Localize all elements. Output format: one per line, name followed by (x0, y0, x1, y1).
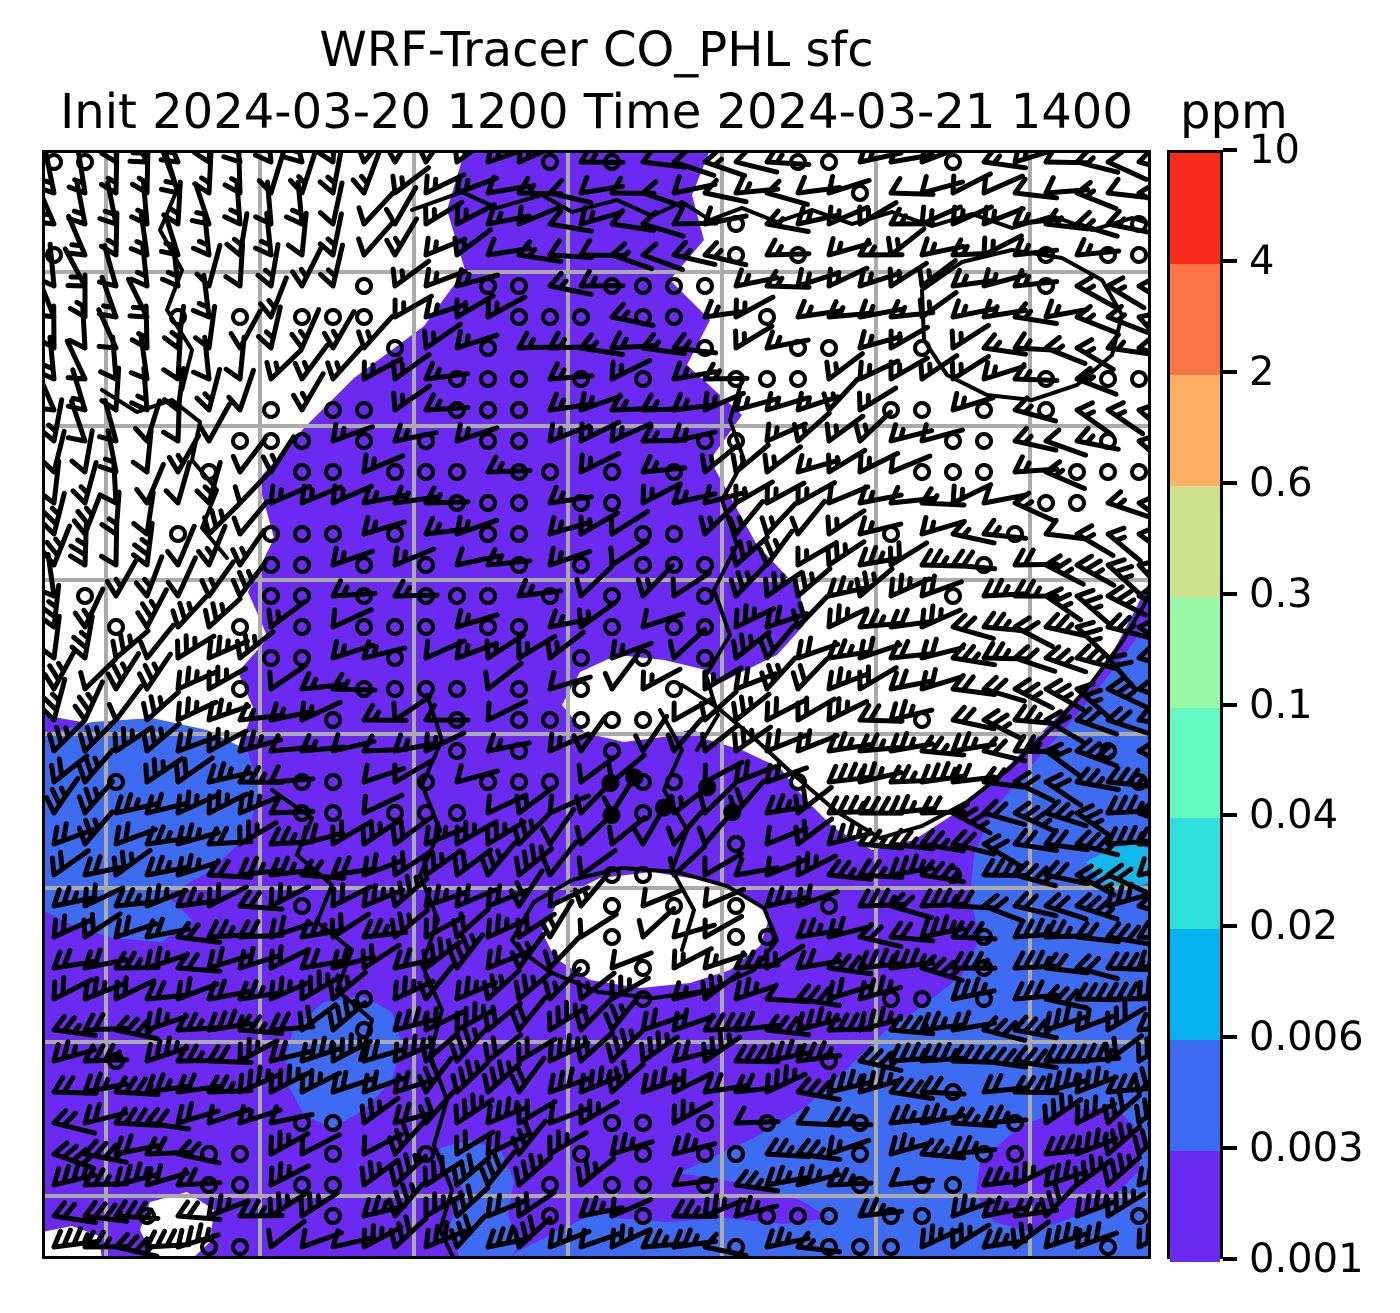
colorbar-segment-1 (1170, 263, 1220, 376)
chart-subtitle: Init 2024-03-20 1200 Time 2024-03-21 140… (60, 84, 1133, 140)
colorbar-tick-mark (1223, 369, 1237, 374)
colorbar-tick-mark (1223, 148, 1237, 152)
colorbar-tick-mark (1223, 591, 1237, 596)
colorbar-tick-mark (1223, 813, 1237, 818)
colorbar-tick-mark (1223, 924, 1237, 929)
colorbar-tick-label: 0.006 (1249, 1014, 1364, 1061)
colorbar-tick-mark (1223, 702, 1237, 707)
colorbar-tick-label: 10 (1249, 127, 1300, 173)
colorbar-tick-label: 0.1 (1249, 681, 1313, 728)
colorbar-units-label: ppm (1180, 84, 1288, 140)
wind-barbs (42, 150, 1151, 1259)
map-plot-area (42, 150, 1151, 1259)
colorbar-tick-mark (1223, 1146, 1237, 1151)
chart-title: WRF-Tracer CO_PHL sfc (319, 22, 874, 78)
region-tracer-0.003-centerleft-blob (286, 996, 402, 1128)
colorbar-segment-3 (1170, 485, 1220, 598)
colorbar-gradient (1167, 150, 1223, 1263)
colorbar-segment-4 (1170, 596, 1220, 708)
colorbar-tick-label: 4 (1249, 237, 1275, 284)
map-frame (42, 150, 1151, 1259)
colorbar-segment-8 (1170, 1040, 1220, 1152)
colorbar-tick-label: 0.3 (1249, 570, 1313, 617)
colorbar-tick-label: 0.04 (1249, 792, 1339, 839)
colorbar-segment-6 (1170, 818, 1220, 930)
colorbar-tick-mark (1223, 480, 1237, 485)
colorbar-tick-label: 0.003 (1249, 1125, 1364, 1172)
colorbar-tick-label: 0.6 (1249, 459, 1313, 506)
colorbar-segment-5 (1170, 707, 1220, 819)
map-plot (42, 150, 1151, 1259)
colorbar-segment-7 (1170, 929, 1220, 1041)
colorbar: 10 4 2 0.6 0.3 0.1 0.04 0.02 0.006 0.003 0.001 (1167, 127, 1397, 1282)
colorbar-tick-mark (1223, 1035, 1237, 1040)
colorbar-tick-label: 0.001 (1249, 1236, 1364, 1282)
colorbar-segment-9 (1170, 1151, 1220, 1263)
station-dots (601, 768, 742, 825)
colorbar-tick-mark (1223, 258, 1237, 263)
calm-wind-circles (45, 153, 1148, 1256)
region-tracer-0.003-lowerright-sweep (510, 618, 1151, 1259)
colorbar-tick-label: 2 (1249, 348, 1275, 395)
colorbar-segment-0 (1170, 153, 1220, 265)
colorbar-tick-mark (1223, 1257, 1237, 1261)
colorbar-tick-label: 0.02 (1249, 903, 1339, 950)
colorbar-segment-2 (1170, 374, 1220, 487)
